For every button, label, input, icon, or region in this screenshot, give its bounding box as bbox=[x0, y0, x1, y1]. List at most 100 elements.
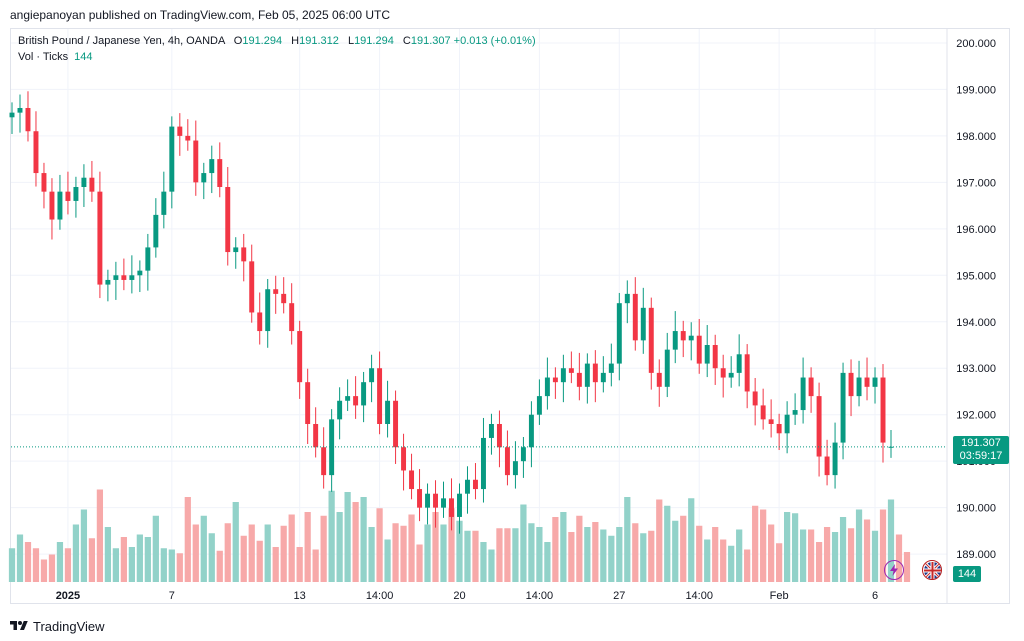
volume-bar bbox=[408, 514, 415, 582]
volume-bar bbox=[56, 542, 64, 582]
candle-body bbox=[832, 442, 838, 476]
bar-countdown: 03:59:17 bbox=[959, 450, 1003, 462]
candle-body bbox=[680, 331, 686, 341]
y-tick-label: 189.000 bbox=[956, 549, 996, 561]
candle-body bbox=[137, 270, 143, 276]
candle-body bbox=[808, 377, 814, 397]
candle-body bbox=[65, 191, 71, 201]
candle-body bbox=[616, 303, 622, 364]
volume-bar bbox=[256, 540, 263, 582]
volume-bar bbox=[624, 497, 631, 582]
candle-body bbox=[377, 368, 383, 424]
x-tick-label: 20 bbox=[453, 590, 465, 602]
volume-bar bbox=[464, 530, 471, 582]
candle-body bbox=[760, 405, 766, 420]
volume-bar bbox=[112, 548, 119, 582]
volume-legend-label[interactable]: Vol · Ticks bbox=[18, 51, 69, 63]
candle-body bbox=[441, 498, 446, 508]
candle-body bbox=[265, 289, 271, 332]
volume-bar bbox=[400, 525, 407, 582]
x-tick-label: Feb bbox=[770, 590, 789, 602]
candle-body bbox=[736, 354, 742, 373]
candle-body bbox=[576, 372, 582, 387]
volume-bar bbox=[712, 527, 719, 582]
candle-body bbox=[177, 126, 183, 136]
volume-bar bbox=[616, 527, 623, 582]
candle-body bbox=[305, 382, 311, 424]
volume-bar bbox=[96, 489, 104, 582]
y-tick-label: 199.000 bbox=[956, 84, 996, 96]
candle-body bbox=[73, 187, 79, 201]
candle-body bbox=[233, 247, 239, 253]
volume-bar bbox=[232, 502, 239, 582]
volume-bar bbox=[208, 533, 215, 582]
candle-body bbox=[872, 377, 878, 387]
volume-bar bbox=[136, 534, 143, 582]
volume-bar bbox=[312, 549, 319, 582]
candle-body bbox=[193, 140, 199, 183]
volume-bar bbox=[592, 522, 599, 582]
candle-body bbox=[81, 177, 87, 187]
volume-bar bbox=[368, 527, 375, 582]
candle-body bbox=[728, 372, 734, 378]
volume-bar bbox=[863, 519, 871, 582]
volume-bar bbox=[640, 533, 647, 582]
candle-body bbox=[161, 191, 167, 215]
volume-bar bbox=[448, 508, 455, 582]
volume-bar bbox=[879, 509, 887, 582]
y-tick-label: 193.000 bbox=[956, 363, 996, 375]
volume-bar bbox=[839, 517, 847, 582]
candle-body bbox=[648, 307, 654, 373]
tradingview-logo-icon bbox=[10, 621, 28, 630]
volume-bar bbox=[584, 527, 591, 582]
volume-bar bbox=[104, 527, 112, 582]
candle-body bbox=[848, 372, 854, 397]
candle-body bbox=[457, 493, 462, 517]
candle-body bbox=[169, 126, 175, 192]
volume-bar bbox=[744, 549, 751, 582]
open-label: O bbox=[233, 35, 243, 47]
x-tick-label: 7 bbox=[169, 590, 175, 602]
low-value: 191.294 bbox=[354, 35, 394, 47]
candle-body bbox=[121, 275, 127, 280]
volume-bar bbox=[704, 539, 711, 582]
volume-bar bbox=[855, 509, 863, 582]
volume-bar bbox=[560, 512, 567, 582]
candle-body bbox=[465, 479, 470, 494]
candle-body bbox=[145, 247, 151, 271]
candle-body bbox=[624, 293, 630, 304]
candle-body bbox=[640, 307, 646, 341]
candle-body bbox=[784, 414, 790, 434]
volume-bar bbox=[128, 547, 135, 582]
candle-body bbox=[409, 470, 415, 490]
volume-bar bbox=[24, 542, 32, 582]
candle-body bbox=[568, 368, 574, 373]
candle-body bbox=[201, 173, 207, 183]
candle-body bbox=[528, 414, 534, 448]
volume-bar bbox=[336, 512, 343, 582]
open-value: 191.294 bbox=[242, 35, 283, 47]
candle-body bbox=[696, 335, 702, 364]
uk-flag-icon[interactable] bbox=[922, 560, 942, 580]
close-value: 191.307 bbox=[410, 35, 451, 47]
volume-bar bbox=[184, 497, 191, 582]
x-tick-label: 14:00 bbox=[366, 590, 394, 602]
candle-body bbox=[401, 447, 407, 471]
lightning-icon[interactable] bbox=[884, 560, 904, 580]
volume-bar bbox=[784, 512, 791, 582]
volume-bar bbox=[152, 515, 159, 582]
volume-bar bbox=[224, 523, 231, 582]
symbol-title[interactable]: British Pound / Japanese Yen, 4h, OANDA bbox=[18, 35, 225, 47]
y-tick-label: 197.000 bbox=[956, 177, 996, 189]
candle-body bbox=[712, 345, 718, 369]
y-tick-label: 196.000 bbox=[956, 224, 996, 236]
candle-body bbox=[552, 377, 558, 383]
last-price-value: 191.307 bbox=[961, 437, 1001, 449]
candle-body bbox=[864, 377, 870, 387]
candle-body bbox=[664, 349, 670, 387]
high-value: 191.312 bbox=[299, 35, 339, 47]
candle-body bbox=[241, 247, 247, 262]
volume-bar bbox=[384, 539, 391, 582]
volume-bar bbox=[656, 499, 663, 582]
